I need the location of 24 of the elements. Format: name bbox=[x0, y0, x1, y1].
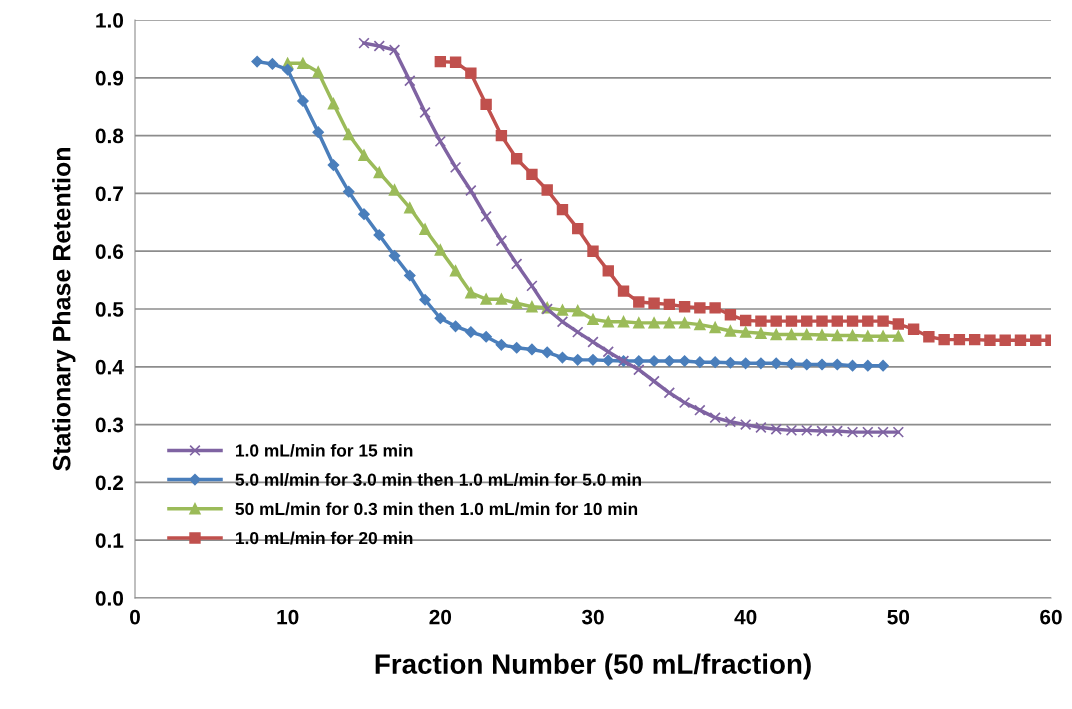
y-tick-label: 1.0 bbox=[96, 13, 124, 28]
y-tick-label: 0.2 bbox=[95, 475, 124, 491]
y-tick-label: 0.8 bbox=[95, 128, 124, 144]
x-tick-label: 60 bbox=[1040, 609, 1062, 625]
x-tick-label: 50 bbox=[887, 609, 910, 625]
x-tick-label: 20 bbox=[429, 609, 452, 625]
legend-label: 1.0 mL/min for 15 min bbox=[236, 443, 413, 457]
y-tick-label: 0.3 bbox=[95, 417, 124, 433]
x-tick-label: 40 bbox=[734, 609, 757, 625]
y-axis-title: Stationary Phase Retention bbox=[52, 148, 76, 471]
legend-label: 5.0 ml/min for 3.0 min then 1.0 mL/min for 5.0 min bbox=[235, 473, 641, 487]
x-tick-label: 10 bbox=[277, 609, 299, 625]
y-tick-label: 0.0 bbox=[95, 591, 124, 606]
y-tick-label: 0.4 bbox=[95, 359, 124, 375]
y-tick-label: 0.1 bbox=[95, 533, 124, 548]
y-tick-label: 0.5 bbox=[95, 302, 124, 317]
legend-label: 1.0 mL/min for 20 min bbox=[236, 531, 413, 545]
x-tick-label: 30 bbox=[581, 609, 604, 625]
y-tick-label: 0.7 bbox=[95, 186, 123, 202]
x-axis-title: Fraction Number (50 mL/fraction) bbox=[375, 653, 811, 680]
y-tick-label: 0.9 bbox=[95, 70, 124, 86]
x-tick-label: 0 bbox=[130, 609, 140, 625]
legend-label: 50 mL/min for 0.3 min then 1.0 mL/min for 10 min bbox=[235, 502, 638, 516]
y-tick-label: 0.6 bbox=[95, 244, 124, 259]
